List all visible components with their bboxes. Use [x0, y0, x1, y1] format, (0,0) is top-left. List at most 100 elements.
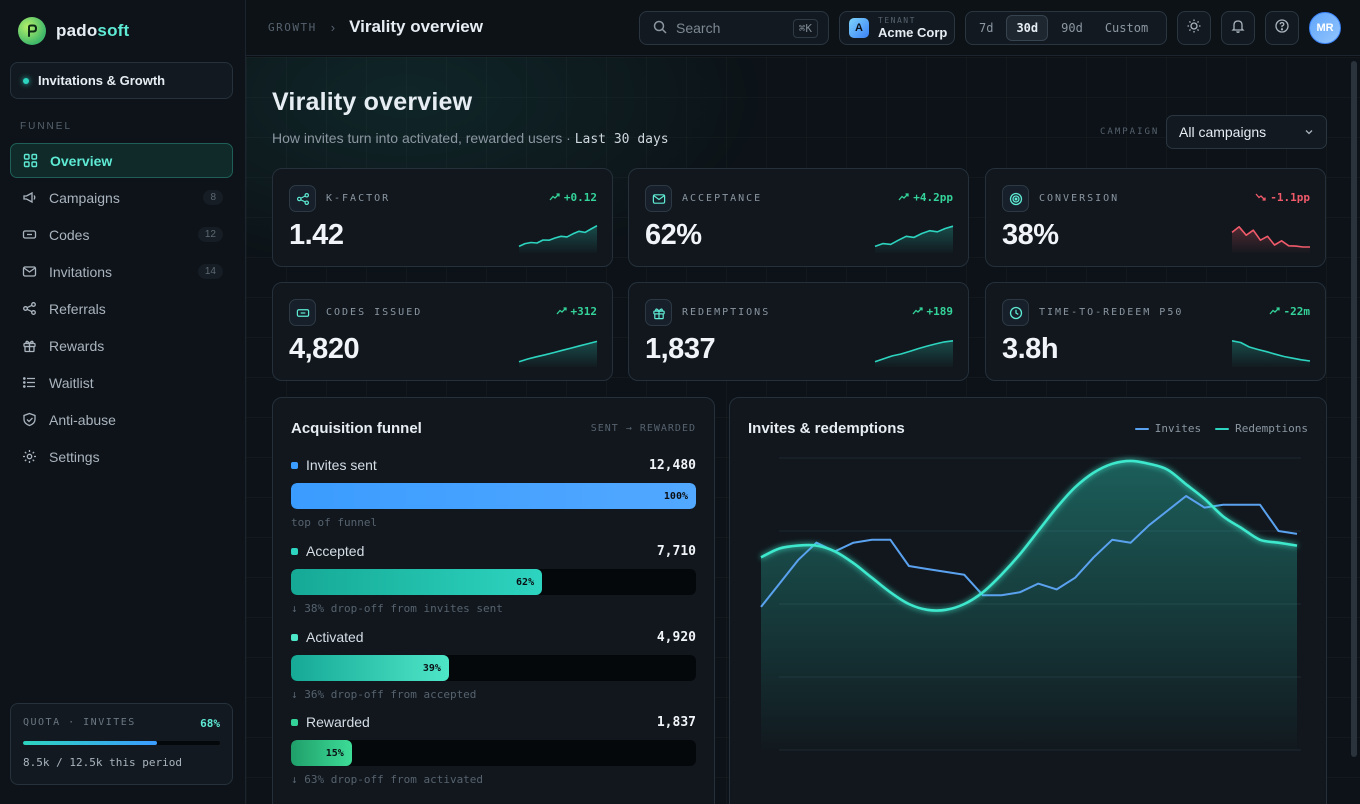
sparkline-area — [519, 225, 597, 253]
funnel-step[interactable]: Accepted 7,710 62% ↓ 38% drop-off from invi… — [291, 542, 696, 615]
list-icon — [21, 375, 37, 391]
sidebar-item-waitlist[interactable]: Waitlist — [10, 365, 233, 400]
series-line-invites — [760, 495, 1298, 608]
funnel-bar-fill: 62% — [291, 569, 543, 595]
brand[interactable]: padosoft — [18, 17, 129, 45]
funnel-bar-fill: 39% — [291, 655, 449, 681]
range-option-7d[interactable]: 7d — [979, 21, 994, 35]
funnel-step[interactable]: Activated 4,920 39% ↓ 36% drop-off from acc… — [291, 628, 696, 701]
clock-icon — [1002, 299, 1029, 326]
sparkline-line — [874, 340, 954, 363]
kpi-label: CODES ISSUED — [326, 307, 423, 318]
tenant-name: Acme Corp — [878, 25, 948, 40]
kpi-value: 4,820 — [289, 333, 360, 365]
sidebar-item-overview[interactable]: Overview — [10, 143, 233, 178]
funnel-step-value: 4,920 — [656, 629, 696, 645]
trend-icon — [1269, 305, 1280, 318]
sidebar-item-campaigns[interactable]: Campaigns 8 — [10, 180, 233, 215]
sidebar-item-label: Rewards — [49, 337, 105, 354]
sidebar-item-label: Overview — [50, 152, 113, 169]
legend-swatch — [1215, 427, 1230, 430]
gift-icon — [645, 299, 672, 326]
range-option-custom[interactable]: Custom — [1104, 21, 1149, 35]
legend-square-icon — [291, 461, 298, 469]
funnel-step-note: ↓ 63% drop-off from activated — [291, 773, 484, 786]
kpi-delta: +189 — [912, 305, 953, 318]
megaphone-icon — [21, 190, 37, 206]
sidebar-nav: Overview Campaigns 8 Codes 12 Invitation… — [10, 143, 233, 476]
range-option-30d[interactable]: 30d — [1006, 15, 1049, 41]
sidebar-item-settings[interactable]: Settings — [10, 439, 233, 474]
user-avatar[interactable]: MR — [1309, 12, 1341, 44]
date-range-selector: 7d 30d 90d Custom — [965, 11, 1167, 45]
legend-item-invites[interactable]: Invites — [1134, 422, 1201, 435]
kpi-card-acceptance[interactable]: ACCEPTANCE +4.2pp 62% — [628, 168, 969, 267]
status-dot-icon — [23, 77, 29, 84]
kpi-value: 3.8h — [1002, 333, 1059, 365]
kpi-value: 62% — [645, 219, 702, 251]
topbar: GROWTH › Virality overview Search ⌘K A T… — [246, 0, 1360, 56]
legend-square-icon — [291, 718, 298, 726]
count-badge: 12 — [197, 227, 223, 242]
series-line-redemptions — [760, 459, 1298, 612]
kpi-delta: +0.12 — [549, 191, 597, 204]
funnel-step-label: Activated — [291, 629, 364, 645]
panel-title: Acquisition funnel — [291, 420, 422, 437]
kpi-card-codes-issued[interactable]: CODES ISSUED +312 4,820 — [272, 282, 613, 381]
sidebar-item-referrals[interactable]: Referrals — [10, 291, 233, 326]
sidebar-item-rewards[interactable]: Rewards — [10, 328, 233, 363]
kpi-label: K-FACTOR — [326, 193, 391, 204]
search-icon — [653, 20, 667, 37]
subtitle-period: Last 30 days — [574, 132, 669, 147]
funnel-step-value: 1,837 — [656, 714, 696, 730]
funnel-step[interactable]: Rewarded 1,837 15% ↓ 63% drop-off from acti… — [291, 713, 696, 786]
funnel-bar-fill: 15% — [291, 740, 352, 766]
search-input[interactable]: Search ⌘K — [639, 11, 829, 45]
tenant-switcher[interactable]: A TENANT Acme Corp — [839, 11, 955, 45]
sidebar-item-codes[interactable]: Codes 12 — [10, 217, 233, 252]
breadcrumb-parent[interactable]: GROWTH — [268, 20, 317, 34]
quota-progress-fill — [23, 741, 157, 745]
invites-redemptions-panel: Invites & redemptions Invites Redemption… — [729, 397, 1327, 804]
sidebar-item-label: Campaigns — [49, 189, 120, 206]
series-area-redemptions — [761, 460, 1297, 750]
campaign-select-value: All campaigns — [1179, 124, 1267, 140]
gear-icon — [21, 449, 37, 465]
workspace-switcher[interactable]: Invitations & Growth — [10, 62, 233, 99]
sidebar-item-anti-abuse[interactable]: Anti-abuse — [10, 402, 233, 437]
campaign-select[interactable]: All campaigns — [1166, 115, 1327, 149]
kpi-card-time-to-redeem[interactable]: TIME-TO-REDEEM P50 -22m 3.8h — [985, 282, 1326, 381]
kpi-value: 38% — [1002, 219, 1059, 251]
kpi-card-redemptions[interactable]: REDEMPTIONS +189 1,837 — [628, 282, 969, 381]
theme-toggle-button[interactable] — [1177, 11, 1211, 45]
scrollbar[interactable] — [1351, 61, 1357, 757]
legend-square-icon — [291, 547, 298, 555]
kpi-delta: -1.1pp — [1255, 191, 1310, 204]
kpi-card-conversion[interactable]: CONVERSION -1.1pp 38% — [985, 168, 1326, 267]
tenant-label: TENANT — [878, 16, 916, 25]
notifications-button[interactable] — [1221, 11, 1255, 45]
bell-icon — [1230, 18, 1246, 39]
sparkline-area — [1232, 340, 1310, 367]
gift-icon — [21, 338, 37, 354]
funnel-step-label: Invites sent — [291, 457, 377, 473]
range-option-90d[interactable]: 90d — [1061, 21, 1083, 35]
share-icon — [21, 301, 37, 317]
sidebar-item-invitations[interactable]: Invitations 14 — [10, 254, 233, 289]
help-icon — [1274, 18, 1290, 39]
kpi-card-k-factor[interactable]: K-FACTOR +0.12 1.42 — [272, 168, 613, 267]
funnel-step[interactable]: Invites sent 12,480 100% top of funnel — [291, 456, 696, 529]
subtitle-text: How invites turn into activated, rewarde… — [272, 130, 571, 146]
shield-icon — [21, 412, 37, 428]
kpi-sparkline — [1231, 340, 1311, 367]
help-button[interactable] — [1265, 11, 1299, 45]
legend-item-redemptions[interactable]: Redemptions — [1215, 422, 1308, 435]
trend-icon — [898, 191, 909, 204]
sparkline-area — [875, 226, 953, 253]
kpi-sparkline — [518, 224, 598, 253]
quota-card: QUOTA · INVITES 68% 8.5k / 12.5k this pe… — [10, 703, 233, 785]
breadcrumb: GROWTH › Virality overview — [268, 17, 483, 37]
chart-title: Invites & redemptions — [748, 420, 905, 437]
sidebar-item-label: Anti-abuse — [49, 411, 116, 428]
page-title: Virality overview — [272, 88, 473, 116]
